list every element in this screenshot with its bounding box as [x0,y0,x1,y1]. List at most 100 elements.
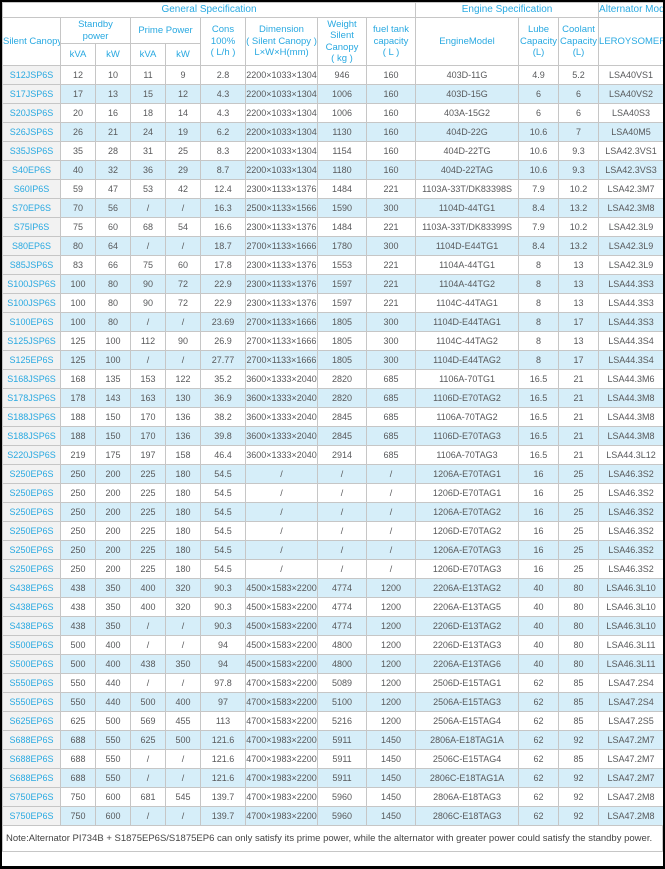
spec-cell: 1450 [365,787,417,807]
spec-cell: 2506A-E15TAG4 [415,711,520,731]
spec-cell: 70 [60,198,96,218]
model-link[interactable]: S250EP6S [2,464,61,484]
spec-cell: 400 [130,578,166,598]
spec-cell: 688 [60,749,96,769]
spec-cell: 4800 [317,654,367,674]
model-link[interactable]: S100EP6S [2,312,61,332]
model-link[interactable]: S75IP6S [2,217,61,237]
spec-cell: 5089 [317,673,367,693]
model-link[interactable]: S250EP6S [2,502,61,522]
model-link[interactable]: S40EP6S [2,160,61,180]
spec-cell: LSA47.2M7 [598,768,663,788]
spec-cell: 438 [60,616,96,636]
model-link[interactable]: S35JSP6S [2,141,61,161]
spec-cell: 12.4 [200,179,246,199]
model-link[interactable]: S70EP6S [2,198,61,218]
spec-cell: 35 [60,141,96,161]
col-header-weight: Weight Silent Canopy ( kg ) [317,17,367,66]
spec-cell: 1206A-E70TAG1 [415,464,520,484]
spec-cell: 121.6 [200,749,246,769]
spec-cell: LSA46.3S2 [598,540,663,560]
table-row: S20JSP6S 20 16 18 14 4.3 2200×1033×1304 1006 160… [2,103,663,123]
model-link[interactable]: S438EP6S [2,578,61,598]
spec-cell: 100 [60,274,96,294]
model-link[interactable]: S125EP6S [2,350,61,370]
model-link[interactable]: S168JSP6S [2,369,61,389]
spec-cell: 16 [518,559,560,579]
spec-cell: 100 [95,331,131,351]
spec-cell: 136 [165,426,201,446]
spec-cell: 225 [130,502,166,522]
model-link[interactable]: S17JSP6S [2,84,61,104]
spec-cell: 6 [558,103,600,123]
model-link[interactable]: S250EP6S [2,559,61,579]
model-link[interactable]: S750EP6S [2,806,61,826]
model-link[interactable]: S500EP6S [2,635,61,655]
model-link[interactable]: S688EP6S [2,749,61,769]
model-link[interactable]: S188JSP6S [2,426,61,446]
spec-cell: 403D-15G [415,84,520,104]
spec-cell: 2806C-E18TAG3 [415,806,520,826]
model-link[interactable]: S26JSP6S [2,122,61,142]
spec-cell: 4700×1983×2200 [245,806,318,826]
model-link[interactable]: S438EP6S [2,597,61,617]
model-link[interactable]: S688EP6S [2,768,61,788]
spec-cell: 40 [518,616,560,636]
model-link[interactable]: S550EP6S [2,673,61,693]
spec-cell: 2200×1033×1304 [245,122,318,142]
model-link[interactable]: S250EP6S [2,521,61,541]
spec-cell: 11 [130,65,166,85]
spec-cell: 1104D-44TG1 [415,198,520,218]
model-link[interactable]: S178JSP6S [2,388,61,408]
model-link[interactable]: S188JSP6S [2,407,61,427]
spec-cell: LSA46.3S2 [598,521,663,541]
col-header-dimension: Dimension ( Silent Canopy ) L×W×H(mm) [245,17,318,66]
spec-cell: 54.5 [200,483,246,503]
spec-cell: 24 [130,122,166,142]
spec-cell: / [245,502,318,522]
spec-cell: 80 [558,597,600,617]
spec-cell: 62 [518,806,560,826]
spec-cell: 550 [60,692,96,712]
spec-cell: 1780 [317,236,367,256]
model-link[interactable]: S438EP6S [2,616,61,636]
spec-cell: 4700×1583×2200 [245,673,318,693]
model-link[interactable]: S688EP6S [2,730,61,750]
spec-cell: LSA44.3M6 [598,369,663,389]
model-link[interactable]: S20JSP6S [2,103,61,123]
model-link[interactable]: S250EP6S [2,483,61,503]
table-row: S438EP6S 438 350 400 320 90.3 4500×1583×2200 47… [2,597,663,617]
model-link[interactable]: S12JSP6S [2,65,61,85]
model-link[interactable]: S550EP6S [2,692,61,712]
spec-cell: 1104D-E44TAG1 [415,312,520,332]
spec-cell: 85 [558,692,600,712]
spec-cell: 300 [365,331,417,351]
model-link[interactable]: S750EP6S [2,787,61,807]
spec-cell: / [130,673,166,693]
spec-cell: LSA47.2S5 [598,711,663,731]
spec-cell: 36 [130,160,166,180]
spec-cell: 170 [130,426,166,446]
model-link[interactable]: S85JSP6S [2,255,61,275]
table-row: S85JSP6S 83 66 75 60 17.8 2300×1133×1376 1553 22… [2,255,663,275]
spec-cell: 19 [165,122,201,142]
spec-cell: / [317,521,367,541]
model-link[interactable]: S80EP6S [2,236,61,256]
model-link[interactable]: S100JSP6S [2,274,61,294]
table-row: S438EP6S 438 350 400 320 90.3 4500×1583×2200 47… [2,578,663,598]
model-link[interactable]: S625EP6S [2,711,61,731]
model-link[interactable]: S500EP6S [2,654,61,674]
model-link[interactable]: S60IP6S [2,179,61,199]
spec-cell: 59 [60,179,96,199]
spec-cell: / [365,464,417,484]
spec-cell: 100 [60,312,96,332]
spec-cell: 66 [95,255,131,275]
spec-cell: 26 [60,122,96,142]
spec-cell: 31 [130,141,166,161]
model-link[interactable]: S100JSP6S [2,293,61,313]
model-link[interactable]: S220JSP6S [2,445,61,465]
table-row: S100JSP6S 100 80 90 72 22.9 2300×1133×1376 1597… [2,293,663,313]
spec-cell: 9.3 [558,141,600,161]
model-link[interactable]: S250EP6S [2,540,61,560]
model-link[interactable]: S125JSP6S [2,331,61,351]
